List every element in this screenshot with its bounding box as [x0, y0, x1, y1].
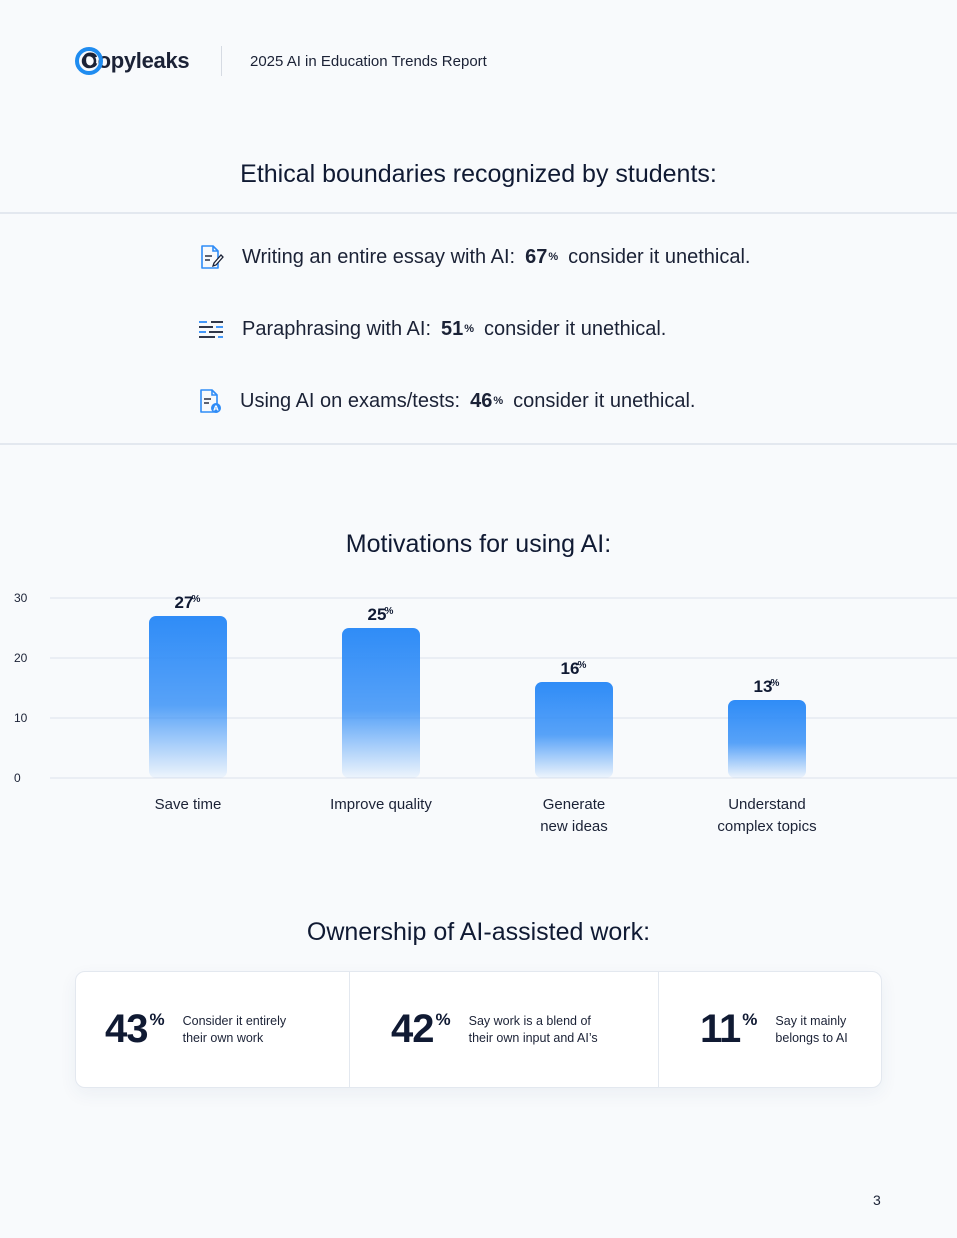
- bar: [535, 682, 613, 778]
- ownership-stat-value: 42: [391, 1007, 434, 1051]
- ethical-item-text: Writing an entire essay with AI:: [242, 245, 516, 268]
- description-line: Say it mainly: [775, 1013, 847, 1028]
- category-label: Generate: [543, 796, 606, 813]
- header-divider: [221, 46, 222, 76]
- ethical-item-percent: %: [548, 251, 559, 263]
- ethical-item-value: 51: [441, 317, 464, 340]
- category-label: Understand: [728, 796, 806, 813]
- ownership-stat-percent: %: [435, 1010, 451, 1029]
- ownership-stat-description: Consider it entirely their own work: [183, 1013, 287, 1047]
- ownership-stat-percent: %: [742, 1010, 758, 1029]
- exam-document-icon: A: [196, 386, 226, 416]
- bar-value-percent: %: [192, 594, 201, 605]
- ownership-stat-percent: %: [149, 1010, 165, 1029]
- ownership-stat-value: 11: [700, 1007, 741, 1051]
- ethical-section-title: Ethical boundaries recognized by student…: [240, 160, 717, 188]
- bar-value-label: 27: [175, 593, 194, 612]
- ownership-section-title: Ownership of AI-assisted work:: [306, 918, 651, 946]
- ownership-stat: 43 % Consider it entirely their own work: [105, 972, 286, 1087]
- ethical-item-value: 67: [525, 245, 548, 268]
- copyleaks-logo: Copyleaks: [74, 44, 190, 78]
- bar-value-label: 25: [368, 605, 387, 624]
- paraphrase-lines-icon: [196, 314, 226, 344]
- description-line: Say work is a blend of: [468, 1013, 591, 1028]
- ownership-stat-description: Say it mainly belongs to AI: [775, 1013, 847, 1047]
- ownership-stat-description: Say work is a blend of their own input a…: [469, 1013, 598, 1047]
- ownership-stat: 42 % Say work is a blend of their own in…: [391, 972, 598, 1087]
- y-tick-label: 30: [14, 591, 28, 605]
- stat-divider: [658, 972, 659, 1087]
- bar-value-percent: %: [385, 606, 394, 617]
- bar-value-label: 13: [754, 677, 773, 696]
- ownership-stats-card: 43 % Consider it entirely their own work…: [75, 971, 882, 1088]
- y-tick-label: 0: [14, 771, 21, 785]
- category-label: Save time: [155, 796, 222, 813]
- description-line: Consider it entirely: [182, 1013, 287, 1028]
- motivations-section-title: Motivations for using AI:: [345, 530, 612, 558]
- section-divider-top: [0, 212, 957, 214]
- ethical-item-exams: A Using AI on exams/tests: 46% consider …: [196, 386, 695, 416]
- ethical-item-paraphrase: Paraphrasing with AI: 51% consider it un…: [196, 314, 666, 344]
- bar-value-percent: %: [771, 678, 780, 689]
- bar: [342, 628, 420, 778]
- motivations-bar-chart: 0 10 20 30 27% Save time 25% Improve quality 16%…: [14, 591, 957, 835]
- ethical-item-percent: %: [493, 395, 504, 407]
- stat-divider: [349, 972, 350, 1087]
- description-line: their own input and AI’s: [468, 1030, 598, 1045]
- ethical-item-value: 46: [470, 389, 493, 412]
- logo-ring-icon: [75, 47, 103, 75]
- y-tick-label: 10: [14, 711, 28, 725]
- ownership-stat: 11 % Say it mainly belongs to AI: [700, 972, 848, 1087]
- ethical-item-suffix: consider it unethical.: [484, 317, 667, 340]
- svg-text:A: A: [213, 405, 219, 413]
- section-divider-bottom: [0, 443, 957, 445]
- bar-value-percent: %: [578, 660, 587, 671]
- essay-document-icon: [196, 242, 226, 272]
- description-line: their own work: [182, 1030, 264, 1045]
- report-title: 2025 AI in Education Trends Report: [250, 53, 487, 70]
- ethical-item-percent: %: [464, 323, 475, 335]
- page-header: Copyleaks 2025 AI in Education Trends Re…: [74, 42, 774, 82]
- description-line: belongs to AI: [775, 1030, 848, 1045]
- category-label: new ideas: [540, 818, 608, 835]
- bar-value-label: 16: [561, 659, 580, 678]
- ethical-item-suffix: consider it unethical.: [513, 389, 696, 412]
- category-label: Improve quality: [330, 796, 432, 813]
- ownership-stat-value: 43: [105, 1007, 148, 1051]
- category-label: complex topics: [717, 818, 816, 835]
- page-number: 3: [873, 1192, 881, 1208]
- ethical-item-text: Using AI on exams/tests:: [240, 389, 461, 412]
- y-tick-label: 20: [14, 651, 28, 665]
- ethical-item-suffix: consider it unethical.: [568, 245, 751, 268]
- ethical-item-essay: Writing an entire essay with AI: 67% con…: [196, 242, 750, 272]
- bar: [149, 616, 227, 778]
- ethical-item-text: Paraphrasing with AI:: [242, 317, 431, 340]
- bar: [728, 700, 806, 778]
